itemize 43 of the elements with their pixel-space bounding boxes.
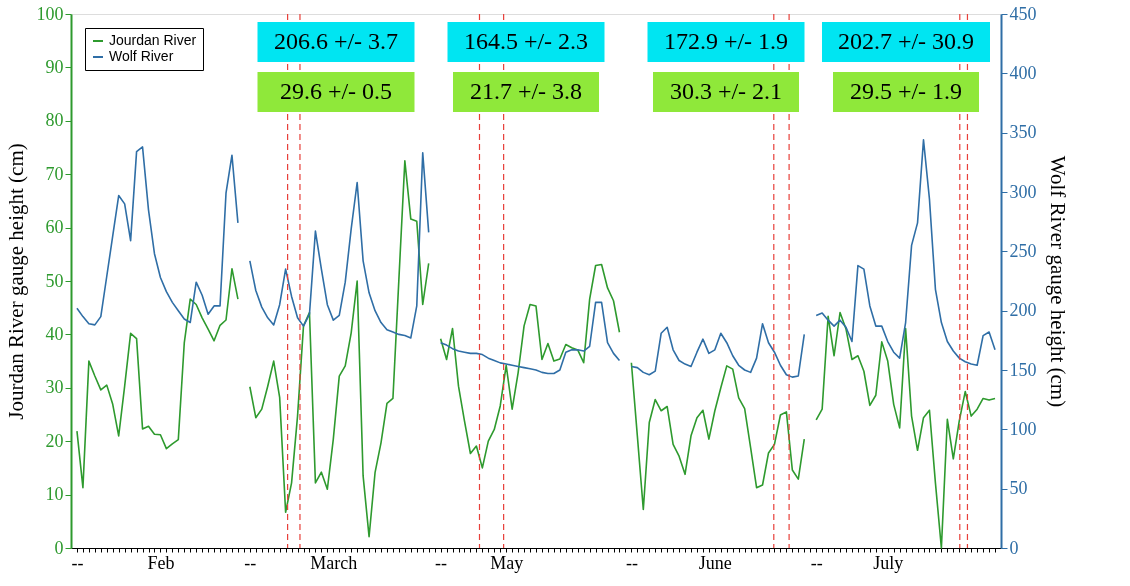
annotation: 164.5 +/- 2.3: [463, 28, 589, 54]
y-tick-label: 80: [45, 110, 64, 131]
y2-tick-label: 450: [1009, 3, 1037, 24]
y2-tick-label: 300: [1009, 181, 1037, 202]
annotation: 30.3 +/- 2.1: [669, 78, 783, 104]
y2-tick-label: 150: [1009, 359, 1037, 380]
y2-tick-label: 400: [1009, 62, 1037, 83]
annotation: 29.5 +/- 1.9: [849, 78, 963, 104]
x-tick-label: June: [698, 552, 732, 573]
y-tick-label: 60: [45, 217, 64, 238]
y-tick-label: 0: [54, 537, 64, 558]
y-axis-title: Jourdan River gauge height (cm): [3, 143, 28, 420]
y-tick-label: 40: [45, 323, 64, 344]
legend-label: Wolf River: [109, 48, 174, 64]
y2-tick-label: 350: [1009, 122, 1037, 143]
y-tick-label: 90: [45, 56, 64, 77]
x-tick-label: --: [71, 552, 84, 573]
y-tick-label: 50: [45, 270, 64, 291]
y2-tick-label: 200: [1009, 300, 1037, 321]
annotation: 29.6 +/- 0.5: [279, 78, 393, 104]
x-tick-label: --: [244, 552, 257, 573]
annotation: 202.7 +/- 30.9: [837, 28, 975, 54]
x-tick-label: July: [873, 552, 904, 573]
legend-label: Jourdan River: [109, 32, 197, 48]
annotation: 206.6 +/- 3.7: [273, 28, 399, 54]
x-tick-label: March: [310, 552, 358, 573]
annotation: 21.7 +/- 3.8: [469, 78, 583, 104]
y2-tick-label: 250: [1009, 240, 1037, 261]
x-tick-label: --: [625, 552, 638, 573]
y-tick-label: 30: [45, 377, 64, 398]
y2-tick-label: 0: [1009, 537, 1019, 558]
y-tick-label: 20: [45, 430, 64, 451]
x-tick-label: --: [435, 552, 448, 573]
y-tick-label: 10: [45, 484, 64, 505]
y2-tick-label: 50: [1009, 478, 1028, 499]
y2-tick-label: 100: [1009, 418, 1037, 439]
y2-axis-title: Wolf River gauge height (cm): [1045, 155, 1070, 408]
x-tick-label: Feb: [147, 552, 175, 573]
y-tick-label: 70: [45, 163, 64, 184]
annotation: 172.9 +/- 1.9: [663, 28, 789, 54]
x-tick-label: --: [810, 552, 823, 573]
x-tick-label: May: [490, 552, 524, 573]
y-tick-label: 100: [36, 3, 64, 24]
